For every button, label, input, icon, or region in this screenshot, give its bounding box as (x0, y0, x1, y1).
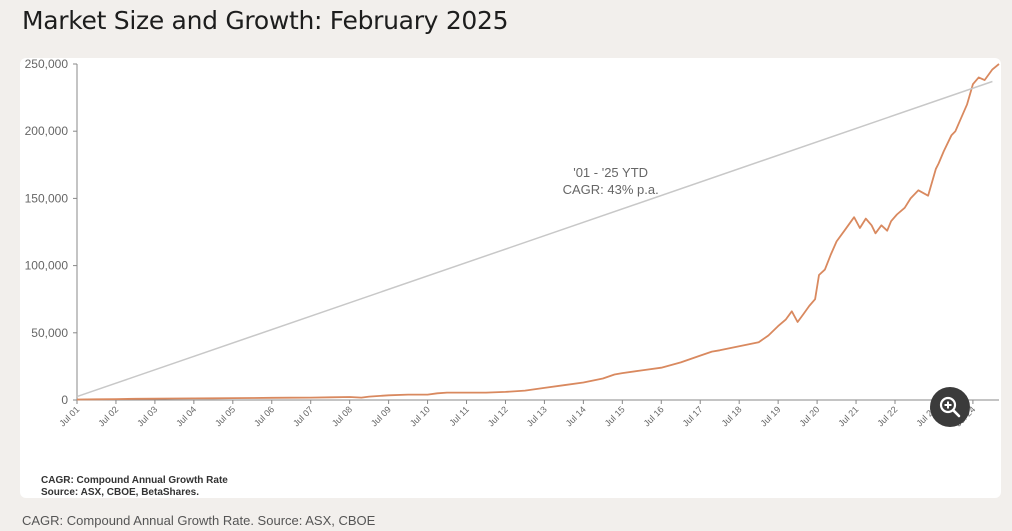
cagr-trend-line (76, 80, 993, 398)
x-tick-label: Jul 07 (291, 404, 315, 428)
y-tick-label: 150,000 (25, 191, 69, 205)
x-tick-label: Jul 08 (330, 404, 354, 428)
x-tick-label: Jul 11 (447, 404, 471, 428)
x-tick-label: Jul 03 (135, 404, 159, 428)
x-tick-label: Jul 15 (603, 404, 627, 428)
x-tick-label: Jul 17 (681, 404, 705, 428)
y-tick-label: 200,000 (25, 124, 69, 138)
y-tick-label: 50,000 (31, 326, 68, 340)
y-tick-label: 250,000 (25, 58, 69, 71)
x-tick-label: Jul 16 (642, 404, 666, 428)
x-tick-label: Jul 18 (720, 404, 744, 428)
cagr-annotation-value: CAGR: 43% p.a. (563, 182, 659, 197)
x-tick-label: Jul 19 (758, 404, 782, 428)
x-tick-label: Jul 04 (174, 404, 198, 428)
x-tick-label: Jul 05 (213, 404, 237, 428)
x-tick-label: Jul 06 (252, 404, 276, 428)
page-title: Market Size and Growth: February 2025 (22, 6, 509, 35)
x-tick-label: Jul 09 (369, 404, 393, 428)
x-tick-label: Jul 02 (96, 404, 120, 428)
zoom-in-icon (939, 396, 961, 418)
chart-footnote-cagr: CAGR: Compound Annual Growth Rate (41, 475, 228, 486)
chart-card: 0 50,000 100,000 150,000 200,000 250,000 Jul 0… (20, 58, 1001, 498)
market-size-chart: 0 50,000 100,000 150,000 200,000 250,000 Jul 0… (25, 58, 1000, 428)
chart-caption: CAGR: Compound Annual Growth Rate. Sourc… (22, 513, 376, 528)
x-tick-label: Jul 22 (875, 404, 899, 428)
x-tick-label: Jul 01 (57, 404, 81, 428)
market-size-line (76, 63, 1000, 401)
chart-footnote-source: Source: ASX, CBOE, BetaShares. (41, 487, 200, 498)
cagr-annotation-period: '01 - '25 YTD (573, 165, 648, 180)
x-tick-label: Jul 21 (836, 404, 860, 428)
y-tick-label: 100,000 (25, 259, 69, 273)
x-tick-label: Jul 14 (564, 404, 588, 428)
x-tick-label: Jul 12 (486, 404, 510, 428)
zoom-button[interactable] (930, 387, 970, 427)
x-tick-label: Jul 10 (408, 404, 432, 428)
x-tick-label: Jul 20 (797, 404, 821, 428)
x-tick-label: Jul 13 (525, 404, 549, 428)
y-tick-label: 0 (61, 393, 68, 407)
